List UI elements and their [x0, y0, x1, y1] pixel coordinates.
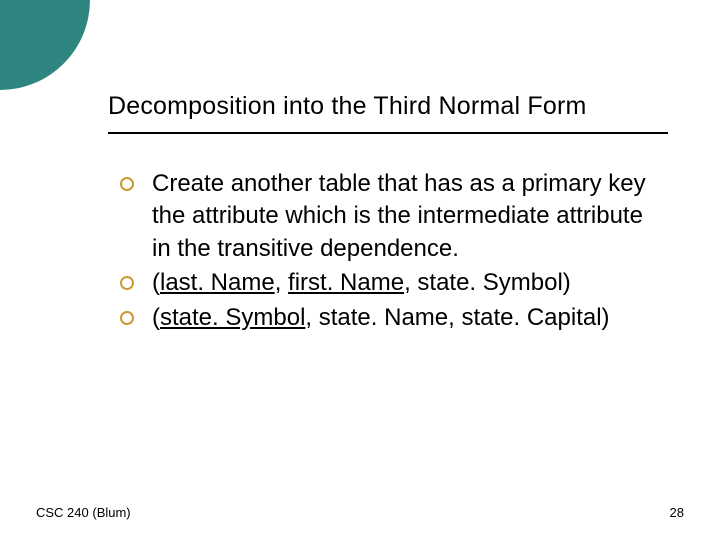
footer-course: CSC 240 (Blum) — [36, 505, 131, 520]
text-run: , state. Name, state. Capital) — [305, 304, 609, 331]
corner-accent-circle — [0, 0, 90, 90]
hollow-circle-bullet-icon — [120, 177, 134, 191]
list-item: (last. Name, first. Name, state. Symbol) — [120, 267, 660, 299]
text-run: ( — [152, 304, 160, 331]
list-item: Create another table that has as a prima… — [120, 168, 660, 265]
list-item: (state. Symbol, state. Name, state. Capi… — [120, 302, 660, 334]
slide-body: Create another table that has as a prima… — [120, 168, 660, 336]
text-run: Create another table that has as a prima… — [152, 170, 646, 262]
slide: Decomposition into the Third Normal Form… — [0, 0, 720, 540]
text-run: , state. Symbol) — [404, 269, 571, 296]
hollow-circle-bullet-icon — [120, 311, 134, 325]
text-run: , — [275, 269, 288, 296]
list-item-text: (state. Symbol, state. Name, state. Capi… — [152, 302, 610, 334]
slide-title: Decomposition into the Third Normal Form — [108, 92, 587, 121]
footer-page-number: 28 — [670, 505, 684, 520]
list-item-text: Create another table that has as a prima… — [152, 168, 660, 265]
text-run: ( — [152, 269, 160, 296]
text-run: last. Name — [160, 269, 275, 296]
text-run: state. Symbol — [160, 304, 305, 331]
list-item-text: (last. Name, first. Name, state. Symbol) — [152, 267, 571, 299]
title-underline — [108, 132, 668, 134]
hollow-circle-bullet-icon — [120, 276, 134, 290]
text-run: first. Name — [288, 269, 404, 296]
